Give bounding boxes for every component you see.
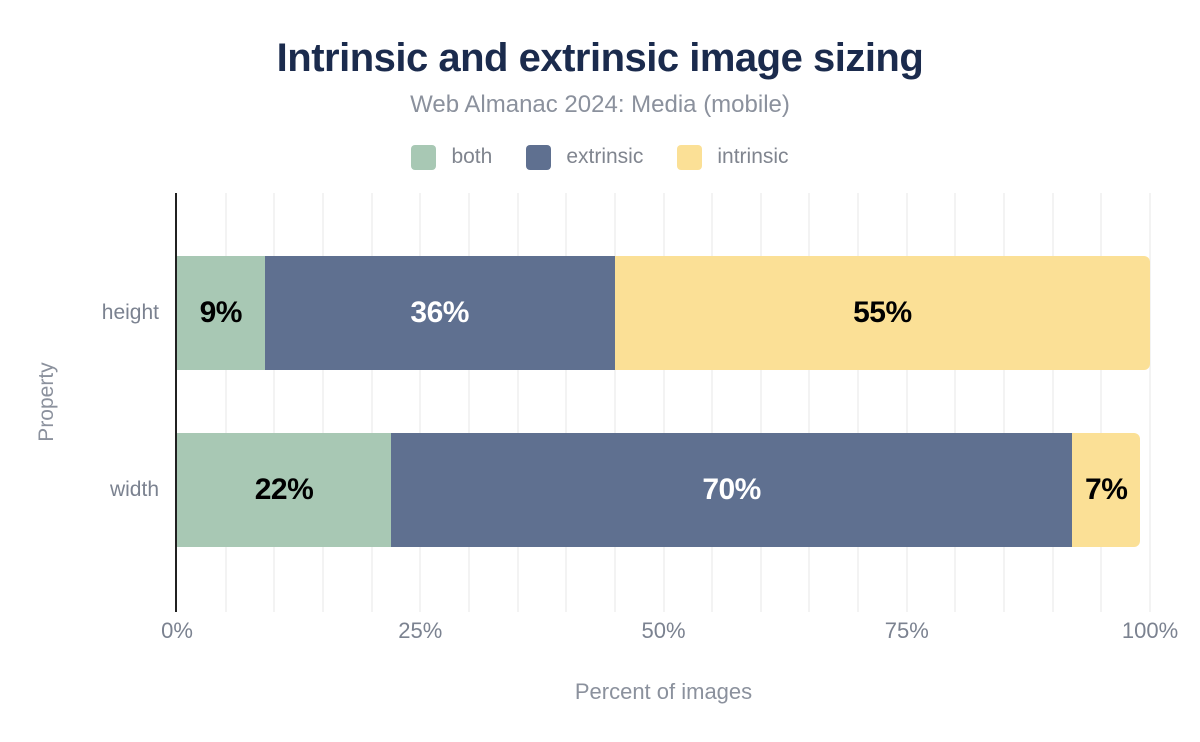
bar-value-label: 22% <box>254 473 314 506</box>
gridline <box>759 193 762 612</box>
bar-value-label: 70% <box>702 473 761 506</box>
plot-area: 9% 36% 55% 22% 70% 7% <box>175 193 1151 612</box>
gridline <box>321 193 324 612</box>
gridline <box>857 193 860 612</box>
bar-segment-height-intrinsic: 55% <box>614 256 1150 370</box>
gridline <box>273 193 276 612</box>
bar-value-label: 9% <box>199 296 243 329</box>
legend: both extrinsic intrinsic <box>0 142 1200 172</box>
x-tick-label-0: 0% <box>161 618 193 643</box>
bar-segment-width-both: 22% <box>177 433 392 547</box>
x-axis-title: Percent of images <box>574 679 753 704</box>
legend-label: both <box>451 145 493 168</box>
legend-item-both: both <box>411 144 493 170</box>
legend-swatch-icon <box>411 144 437 170</box>
gridline <box>1003 193 1006 612</box>
bar-segment-width-extrinsic: 70% <box>391 433 1073 547</box>
gridline <box>808 193 811 612</box>
gridline <box>954 193 957 612</box>
bar-value-label: 7% <box>1085 473 1128 506</box>
x-tick-label-100: 100% <box>1121 618 1179 643</box>
y-axis-title: Property <box>35 362 58 442</box>
legend-label: extrinsic <box>566 145 644 168</box>
legend-label: intrinsic <box>717 145 789 168</box>
gridline <box>905 193 908 612</box>
y-tick-label-height: height <box>101 301 159 324</box>
gridline <box>711 193 714 612</box>
gridline <box>662 193 665 612</box>
bar-value-label: 36% <box>410 296 469 329</box>
chart-subtitle: Web Almanac 2024: Media (mobile) <box>410 91 790 118</box>
chart-title: Intrinsic and extrinsic image sizing <box>276 36 924 80</box>
gridline <box>1051 193 1054 612</box>
y-axis-line <box>175 193 177 612</box>
bar-row-width: 22% 70% 7% <box>177 433 1150 547</box>
y-tick-label-width: width <box>109 478 159 501</box>
legend-swatch-icon <box>526 144 552 170</box>
bar-segment-width-intrinsic: 7% <box>1072 433 1141 547</box>
x-tick-label-50: 50% <box>641 618 686 643</box>
gridline <box>370 193 373 612</box>
gridline <box>1149 193 1151 612</box>
bar-row-height: 9% 36% 55% <box>177 256 1150 370</box>
x-tick-label-75: 75% <box>884 618 929 643</box>
gridline <box>516 193 519 612</box>
gridline <box>224 193 227 612</box>
bar-segment-height-both: 9% <box>177 256 265 370</box>
x-axis-ticks: 0% 25% 50% 75% 100% <box>161 618 1178 646</box>
gridline <box>565 193 568 612</box>
bar-segment-height-extrinsic: 36% <box>264 256 615 370</box>
legend-item-intrinsic: intrinsic <box>677 144 789 170</box>
bar-value-label: 55% <box>853 296 912 329</box>
legend-item-extrinsic: extrinsic <box>526 144 644 170</box>
x-tick-label-25: 25% <box>398 618 443 643</box>
gridline <box>467 193 470 612</box>
gridline <box>1100 193 1103 612</box>
gridline <box>613 193 616 612</box>
legend-swatch-icon <box>677 144 703 170</box>
gridline <box>419 193 422 612</box>
